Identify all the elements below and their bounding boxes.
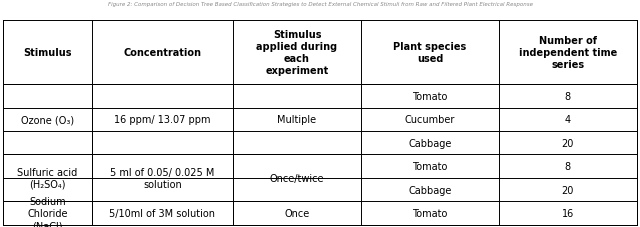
Text: 5/10ml of 3M solution: 5/10ml of 3M solution (109, 208, 216, 218)
Text: Cabbage: Cabbage (408, 138, 452, 148)
Text: Cucumber: Cucumber (404, 115, 455, 125)
Text: Plant species
used: Plant species used (394, 42, 467, 64)
Text: Stimulus: Stimulus (23, 48, 72, 58)
Text: Tomato: Tomato (412, 208, 447, 218)
Text: 20: 20 (562, 185, 574, 195)
Text: Sodium
Chloride
(NaCl): Sodium Chloride (NaCl) (28, 196, 68, 227)
Text: Once: Once (284, 208, 310, 218)
Text: 16 ppm/ 13.07 ppm: 16 ppm/ 13.07 ppm (114, 115, 211, 125)
Bar (3, 85, 637, 225)
Text: Sulfuric acid
(H₂SO₄): Sulfuric acid (H₂SO₄) (17, 167, 77, 189)
Text: 16: 16 (562, 208, 574, 218)
Bar (3, 20, 637, 85)
Bar (4, 155, 360, 201)
Text: Stimulus
applied during
each
experiment: Stimulus applied during each experiment (257, 30, 337, 76)
Text: 8: 8 (564, 161, 571, 171)
Text: Tomato: Tomato (412, 91, 447, 101)
Text: 20: 20 (562, 138, 574, 148)
Text: Once/twice: Once/twice (270, 173, 324, 183)
Text: Multiple: Multiple (278, 115, 317, 125)
Text: 4: 4 (564, 115, 571, 125)
Text: 5 ml of 0.05/ 0.025 M
solution: 5 ml of 0.05/ 0.025 M solution (110, 167, 214, 189)
Text: Ozone (O₃): Ozone (O₃) (21, 115, 74, 125)
Text: 8: 8 (564, 91, 571, 101)
Bar (4, 85, 360, 155)
Text: Figure 2: Comparison of Decision Tree Based Classification Strategies to Detect : Figure 2: Comparison of Decision Tree Ba… (108, 2, 532, 7)
Text: Tomato: Tomato (412, 161, 447, 171)
Text: Concentration: Concentration (124, 48, 202, 58)
Text: Cabbage: Cabbage (408, 185, 452, 195)
Text: Number of
independent time
series: Number of independent time series (519, 36, 617, 69)
